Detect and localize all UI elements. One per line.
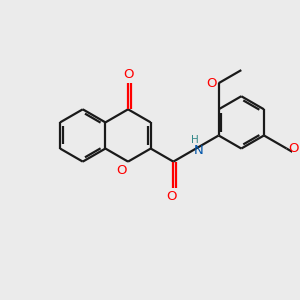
Text: O: O xyxy=(288,142,298,155)
Text: N: N xyxy=(194,143,204,157)
Text: O: O xyxy=(167,190,177,202)
Text: O: O xyxy=(207,77,217,90)
Text: O: O xyxy=(123,68,133,81)
Text: O: O xyxy=(116,164,126,177)
Text: H: H xyxy=(191,135,198,145)
